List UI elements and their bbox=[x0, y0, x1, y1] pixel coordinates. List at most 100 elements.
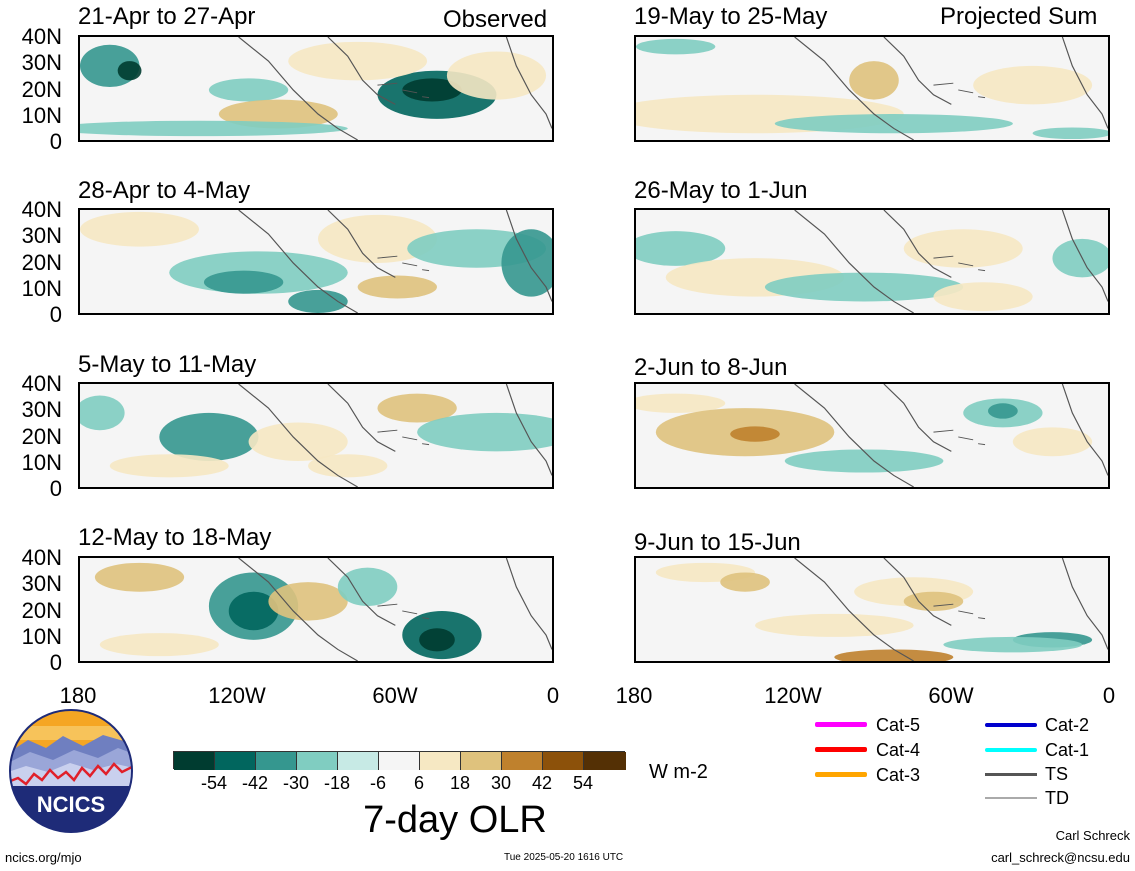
caribbean-islands bbox=[377, 82, 430, 99]
colorbar-tick-label: 54 bbox=[572, 773, 594, 793]
colorbar-tick-label: 18 bbox=[449, 773, 471, 793]
colorbar-tick-label: 42 bbox=[531, 773, 553, 793]
olr-map bbox=[634, 208, 1110, 315]
colorbar-cell bbox=[502, 752, 543, 770]
colorbar-cell bbox=[543, 752, 584, 770]
olr-anomaly-blob bbox=[317, 214, 437, 263]
caribbean-islands bbox=[933, 82, 986, 99]
coastline bbox=[794, 37, 1108, 140]
lat-label: 0 bbox=[49, 302, 62, 327]
olr-anomaly-blob bbox=[117, 61, 142, 81]
colorbar-tick-label: -18 bbox=[323, 773, 350, 793]
coastline bbox=[238, 558, 552, 661]
olr-map-field bbox=[636, 210, 1108, 313]
olr-anomaly-blob bbox=[730, 426, 780, 442]
olr-anomaly-blob bbox=[99, 633, 219, 657]
lat-label: 40N bbox=[21, 197, 62, 222]
cat2-line-swatch bbox=[985, 723, 1037, 727]
olr-anomaly-blob bbox=[203, 270, 284, 294]
lat-label: 10N bbox=[21, 276, 62, 301]
colorbar-tick-label: -54 bbox=[200, 773, 227, 793]
panel-tag: Projected Sum bbox=[940, 3, 1098, 30]
olr-anomaly-blob bbox=[109, 454, 229, 478]
caribbean-islands bbox=[933, 603, 986, 620]
lon-label: 60W bbox=[372, 683, 418, 708]
site-link[interactable]: ncics.org/mjo bbox=[5, 850, 82, 865]
lat-label: 0 bbox=[49, 476, 62, 501]
olr-map bbox=[78, 208, 554, 315]
panel-title: 2-Jun to 8-Jun bbox=[634, 354, 788, 381]
olr-anomaly-blob bbox=[636, 231, 726, 266]
olr-anomaly-blob bbox=[903, 591, 964, 611]
lat-label: 40N bbox=[21, 371, 62, 396]
olr-anomaly-blob bbox=[80, 395, 125, 431]
olr-anomaly-blob bbox=[754, 613, 914, 637]
caribbean-islands bbox=[377, 603, 430, 620]
colorbar-cell bbox=[338, 752, 379, 770]
cat3-line-swatch bbox=[815, 772, 867, 777]
colorbar-units: W m-2 bbox=[649, 761, 708, 783]
olr-anomaly-blob bbox=[764, 272, 964, 302]
colorbar-tick-label: -30 bbox=[282, 773, 309, 793]
lat-label: 40N bbox=[21, 545, 62, 570]
olr-anomaly-blob bbox=[774, 114, 1013, 134]
olr-map bbox=[78, 35, 554, 142]
lat-label: 10N bbox=[21, 450, 62, 475]
ts-line-swatch bbox=[985, 773, 1037, 776]
panel-title: 12-May to 18-May bbox=[78, 524, 272, 551]
lat-label: 30N bbox=[21, 223, 62, 248]
coastline bbox=[238, 37, 552, 140]
colorbar-tick-label: 30 bbox=[490, 773, 512, 793]
olr-anomaly-blob bbox=[636, 393, 726, 413]
olr-anomaly-blob bbox=[288, 289, 348, 313]
lon-label: 120W bbox=[208, 683, 266, 708]
td-label: TD bbox=[1045, 788, 1069, 808]
coastline bbox=[794, 558, 1108, 661]
olr-anomaly-blob bbox=[208, 78, 289, 102]
olr-anomaly-blob bbox=[288, 41, 428, 81]
olr-anomaly-blob bbox=[80, 211, 199, 247]
colorbar bbox=[173, 751, 626, 770]
cat1-line-swatch bbox=[985, 748, 1037, 752]
olr-anomaly-blob bbox=[973, 65, 1093, 105]
lat-label: 30N bbox=[21, 397, 62, 422]
cat2-label: Cat-2 bbox=[1045, 715, 1090, 735]
lat-label: 40N bbox=[21, 24, 62, 49]
olr-anomaly-blob bbox=[228, 591, 279, 631]
lat-label: 30N bbox=[21, 50, 62, 75]
lat-label: 20N bbox=[21, 598, 62, 623]
colorbar-cell bbox=[256, 752, 297, 770]
colorbar-cell bbox=[297, 752, 338, 770]
olr-anomaly-blob bbox=[849, 61, 899, 100]
colorbar-title: 7-day OLR bbox=[363, 799, 547, 841]
colorbar-cell bbox=[420, 752, 461, 770]
colorbar-tick-label: 6 bbox=[413, 773, 424, 793]
olr-anomaly-blob bbox=[377, 393, 457, 423]
cat4-line-swatch bbox=[815, 747, 867, 752]
panel-title: 21-Apr to 27-Apr bbox=[78, 3, 256, 30]
olr-anomaly-blob bbox=[988, 403, 1018, 419]
lat-label: 20N bbox=[21, 424, 62, 449]
olr-anomaly-blob bbox=[784, 449, 944, 473]
olr-anomaly-blob bbox=[446, 51, 547, 100]
olr-anomaly-blob bbox=[357, 275, 437, 299]
olr-anomaly-blob bbox=[834, 649, 954, 661]
coastline bbox=[238, 384, 552, 487]
olr-anomaly-blob bbox=[268, 582, 348, 621]
colorbar-cell bbox=[379, 752, 420, 770]
colorbar-cell bbox=[461, 752, 502, 770]
olr-map-field bbox=[636, 558, 1108, 661]
lat-label: 10N bbox=[21, 103, 62, 128]
olr-map bbox=[78, 556, 554, 663]
panel-title: 5-May to 11-May bbox=[78, 351, 257, 378]
caribbean-islands bbox=[933, 429, 986, 446]
lon-label: 180 bbox=[615, 683, 653, 708]
caribbean-islands bbox=[377, 255, 430, 272]
panel-title: 26-May to 1-Jun bbox=[634, 177, 808, 204]
author-email[interactable]: carl_schreck@ncsu.edu bbox=[991, 850, 1130, 865]
lon-label: 60W bbox=[928, 683, 974, 708]
olr-anomaly-blob bbox=[94, 562, 185, 592]
cat5-label: Cat-5 bbox=[876, 715, 921, 735]
olr-anomaly-blob bbox=[308, 454, 388, 478]
cat5-line-swatch bbox=[815, 722, 867, 727]
